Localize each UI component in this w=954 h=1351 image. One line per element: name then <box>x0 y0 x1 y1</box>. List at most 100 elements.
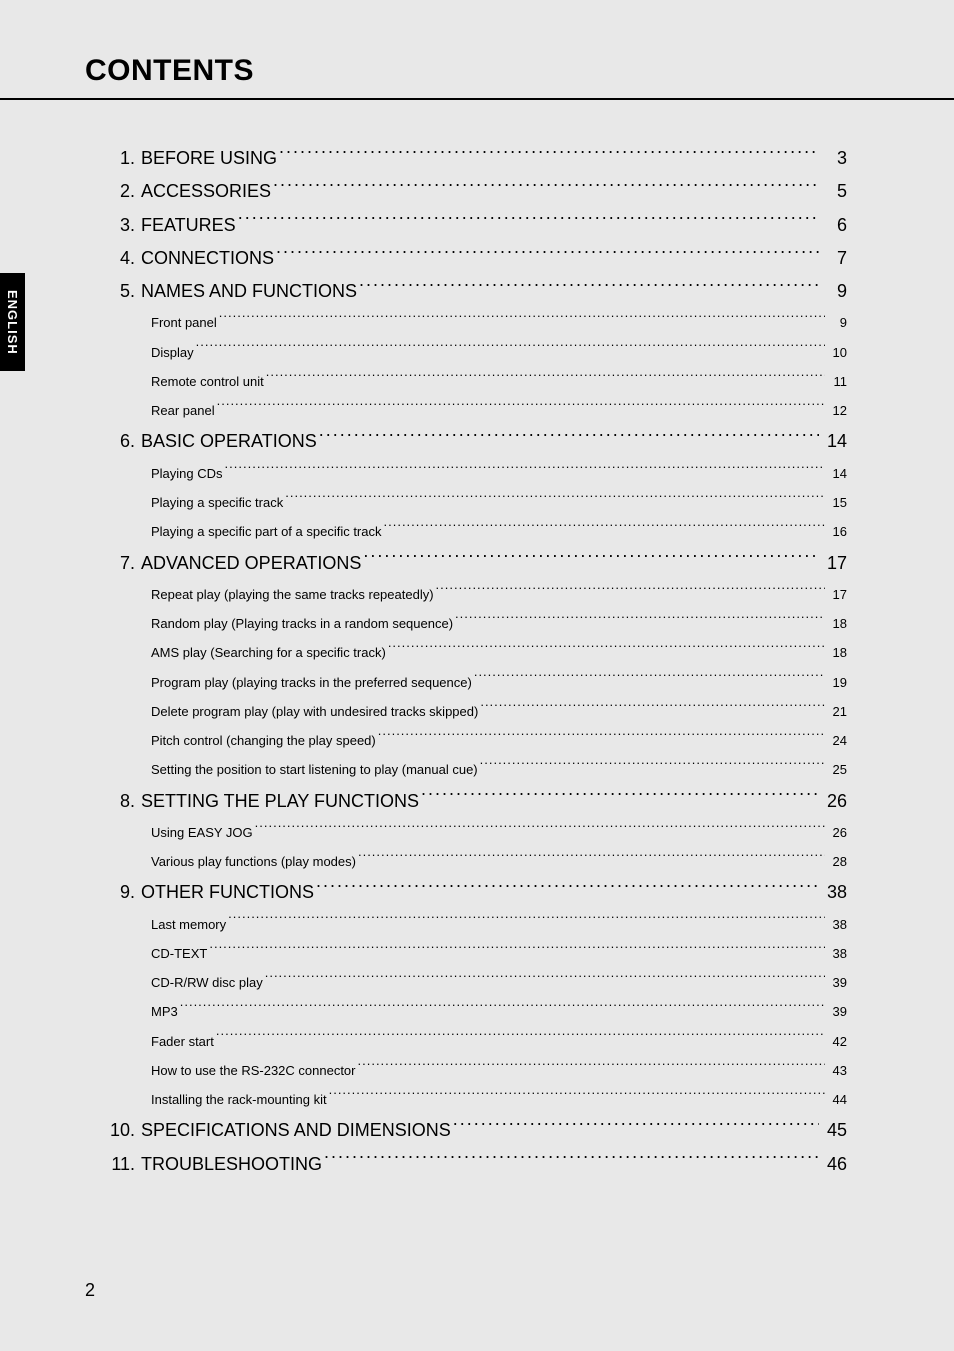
toc-entry: Fader start42 <box>107 1027 847 1056</box>
toc-entry-label: Random play (Playing tracks in a random … <box>147 609 453 638</box>
toc-entry-label: MP3 <box>147 997 178 1026</box>
toc-leader-dots <box>264 373 825 386</box>
toc-leader-dots <box>215 402 825 415</box>
toc-entry-page: 26 <box>819 785 847 818</box>
toc-entry-label: Program play (playing tracks in the pref… <box>147 668 472 697</box>
toc-entry-page: 18 <box>825 638 847 667</box>
toc-entry-number: 1. <box>107 142 135 175</box>
toc-leader-dots <box>356 853 825 866</box>
toc-entry: Delete program play (play with undesired… <box>107 697 847 726</box>
toc-leader-dots <box>253 824 825 837</box>
toc-entry-label: TROUBLESHOOTING <box>135 1148 322 1181</box>
toc-entry-number: 8. <box>107 785 135 818</box>
toc-entry-number: 9. <box>107 876 135 909</box>
toc-entry: Installing the rack-mounting kit44 <box>107 1085 847 1114</box>
toc-leader-dots <box>453 615 825 628</box>
toc-leader-dots <box>271 179 819 197</box>
toc-entry-label: Setting the position to start listening … <box>147 755 478 784</box>
toc-leader-dots <box>386 644 825 657</box>
table-of-contents: 1.BEFORE USING32.ACCESSORIES53.FEATURES6… <box>107 142 847 1181</box>
toc-entry-label: ACCESSORIES <box>135 175 271 208</box>
toc-entry-label: FEATURES <box>135 209 236 242</box>
toc-entry-label: Using EASY JOG <box>147 818 253 847</box>
toc-entry-label: Delete program play (play with undesired… <box>147 697 478 726</box>
toc-leader-dots <box>382 523 826 536</box>
toc-entry-page: 17 <box>825 580 847 609</box>
toc-leader-dots <box>277 146 819 164</box>
toc-entry-label: CD-TEXT <box>147 939 207 968</box>
toc-entry-label: How to use the RS-232C connector <box>147 1056 356 1085</box>
toc-leader-dots <box>217 314 825 327</box>
toc-entry-number: 11. <box>107 1148 135 1181</box>
toc-entry-page: 38 <box>825 939 847 968</box>
toc-entry: Display 10 <box>107 338 847 367</box>
toc-entry-page: 10 <box>825 338 847 367</box>
toc-entry-page: 43 <box>825 1056 847 1085</box>
toc-entry-page: 26 <box>825 818 847 847</box>
toc-entry-label: SETTING THE PLAY FUNCTIONS <box>135 785 419 818</box>
toc-entry-page: 38 <box>825 910 847 939</box>
toc-entry-label: Remote control unit <box>147 367 264 396</box>
toc-entry-label: Rear panel <box>147 396 215 425</box>
toc-entry: 1.BEFORE USING 3 <box>107 142 847 175</box>
toc-entry-page: 3 <box>819 142 847 175</box>
toc-entry-label: SPECIFICATIONS AND DIMENSIONS <box>135 1114 451 1147</box>
toc-entry-number: 7. <box>107 547 135 580</box>
toc-entry-label: CONNECTIONS <box>135 242 274 275</box>
toc-entry: Setting the position to start listening … <box>107 755 847 784</box>
toc-entry-label: BEFORE USING <box>135 142 277 175</box>
toc-entry: 4.CONNECTIONS7 <box>107 242 847 275</box>
toc-entry: Last memory38 <box>107 910 847 939</box>
toc-entry-page: 5 <box>819 175 847 208</box>
toc-entry: 3.FEATURES6 <box>107 209 847 242</box>
toc-leader-dots <box>322 1152 819 1170</box>
toc-leader-dots <box>327 1091 825 1104</box>
toc-entry-number: 4. <box>107 242 135 275</box>
toc-entry: Various play functions (play modes)28 <box>107 847 847 876</box>
document-page: CONTENTS ENGLISH 1.BEFORE USING32.ACCESS… <box>0 0 954 1351</box>
toc-entry: 5.NAMES AND FUNCTIONS9 <box>107 275 847 308</box>
toc-entry-page: 18 <box>825 609 847 638</box>
toc-entry-page: 9 <box>819 275 847 308</box>
toc-leader-dots <box>478 703 825 716</box>
toc-entry: Remote control unit11 <box>107 367 847 396</box>
toc-leader-dots <box>226 916 825 929</box>
toc-entry-page: 14 <box>819 425 847 458</box>
toc-entry-page: 44 <box>825 1085 847 1114</box>
toc-entry: Repeat play (playing the same tracks rep… <box>107 580 847 609</box>
toc-entry: CD-R/RW disc play39 <box>107 968 847 997</box>
toc-entry-page: 12 <box>825 396 847 425</box>
toc-leader-dots <box>263 974 825 987</box>
toc-entry: 6.BASIC OPERATIONS14 <box>107 425 847 458</box>
toc-entry: How to use the RS-232C connector 43 <box>107 1056 847 1085</box>
toc-entry-label: Display <box>147 338 194 367</box>
toc-entry-number: 3. <box>107 209 135 242</box>
toc-entry-number: 6. <box>107 425 135 458</box>
toc-entry: 8.SETTING THE PLAY FUNCTIONS 26 <box>107 785 847 818</box>
toc-leader-dots <box>357 279 819 297</box>
toc-entry-page: 15 <box>825 488 847 517</box>
toc-leader-dots <box>236 213 819 231</box>
toc-leader-dots <box>314 880 819 898</box>
toc-leader-dots <box>451 1118 819 1136</box>
toc-entry: Program play (playing tracks in the pref… <box>107 668 847 697</box>
toc-entry-number: 5. <box>107 275 135 308</box>
toc-entry: Playing CDs14 <box>107 459 847 488</box>
toc-entry-label: Fader start <box>147 1027 214 1056</box>
toc-leader-dots <box>478 761 825 774</box>
toc-entry: CD-TEXT 38 <box>107 939 847 968</box>
toc-entry: 9.OTHER FUNCTIONS38 <box>107 876 847 909</box>
toc-entry-page: 28 <box>825 847 847 876</box>
toc-entry-page: 17 <box>819 547 847 580</box>
toc-entry: 11.TROUBLESHOOTING46 <box>107 1148 847 1181</box>
toc-entry: Playing a specific part of a specific tr… <box>107 517 847 546</box>
toc-entry: 2.ACCESSORIES 5 <box>107 175 847 208</box>
toc-entry: 10.SPECIFICATIONS AND DIMENSIONS45 <box>107 1114 847 1147</box>
toc-entry: AMS play (Searching for a specific track… <box>107 638 847 667</box>
toc-entry: 7.ADVANCED OPERATIONS17 <box>107 547 847 580</box>
toc-entry-label: CD-R/RW disc play <box>147 968 263 997</box>
toc-entry-page: 9 <box>825 308 847 337</box>
toc-leader-dots <box>376 732 825 745</box>
toc-entry-label: Repeat play (playing the same tracks rep… <box>147 580 434 609</box>
toc-entry-number: 2. <box>107 175 135 208</box>
